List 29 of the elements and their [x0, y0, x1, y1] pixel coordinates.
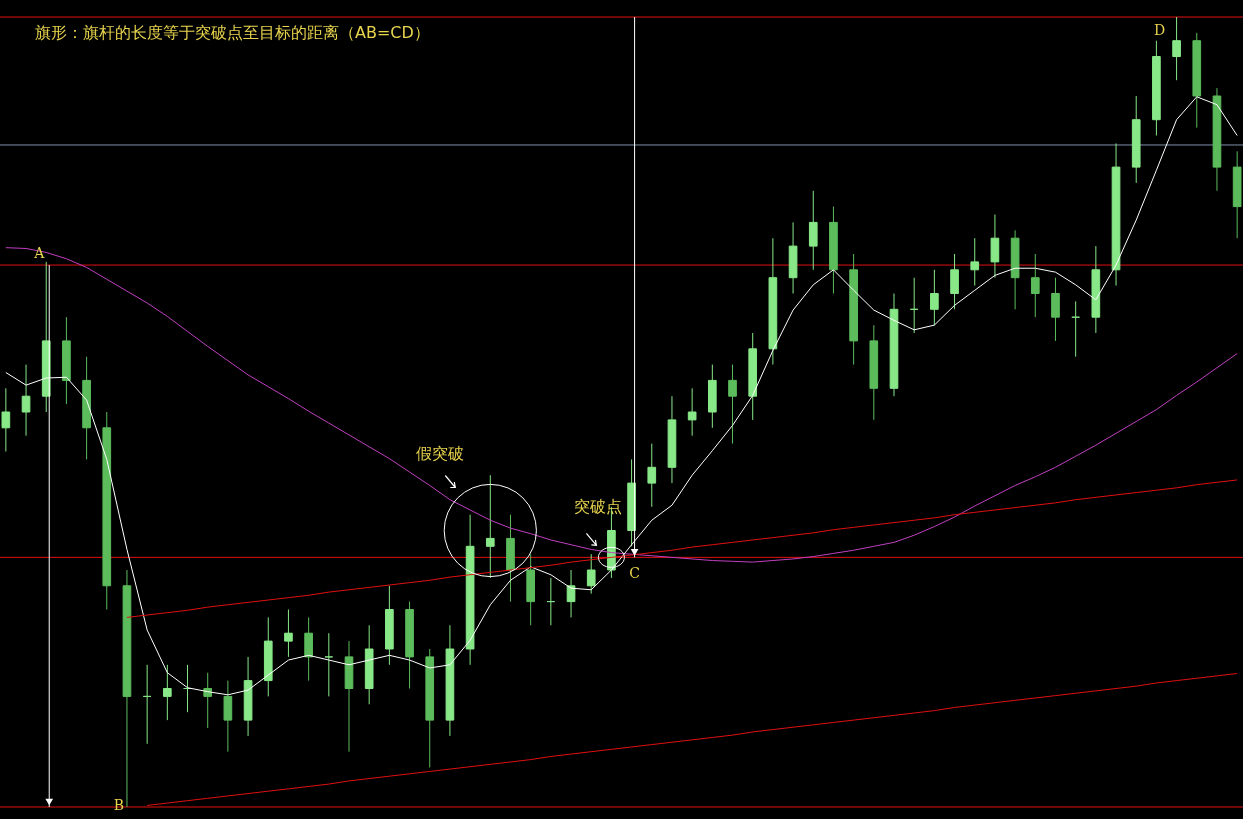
candlestick [1051, 277, 1060, 342]
chart-title: 旗形：旗杆的长度等于突破点至目标的距离（AB=CD） [35, 23, 430, 42]
candlestick [1172, 16, 1181, 81]
candlestick [203, 672, 213, 729]
annotation: A [33, 245, 46, 262]
candlestick [163, 664, 172, 721]
candlestick [223, 680, 233, 753]
candlestick [284, 609, 293, 658]
candlestick [647, 443, 657, 508]
candlestick [485, 474, 495, 579]
annotation: B [113, 797, 125, 813]
candlestick [1, 387, 11, 452]
candlestick [324, 632, 334, 697]
candlestick [728, 364, 737, 445]
candlestick [930, 269, 939, 326]
candlestick [566, 569, 576, 618]
candlestick [304, 616, 313, 682]
candlestick [586, 553, 596, 595]
annotation: 突破点 [574, 497, 623, 517]
candlestick [990, 214, 1000, 279]
candlestick [970, 237, 980, 287]
candlestick [21, 364, 31, 437]
candlestick [1030, 253, 1040, 318]
candlestick [808, 190, 818, 271]
annotation: C [629, 565, 640, 582]
candlestick [950, 253, 959, 310]
annotation: D [1153, 22, 1166, 38]
annotation: 假突破 [416, 443, 465, 463]
candlestick [687, 387, 697, 437]
